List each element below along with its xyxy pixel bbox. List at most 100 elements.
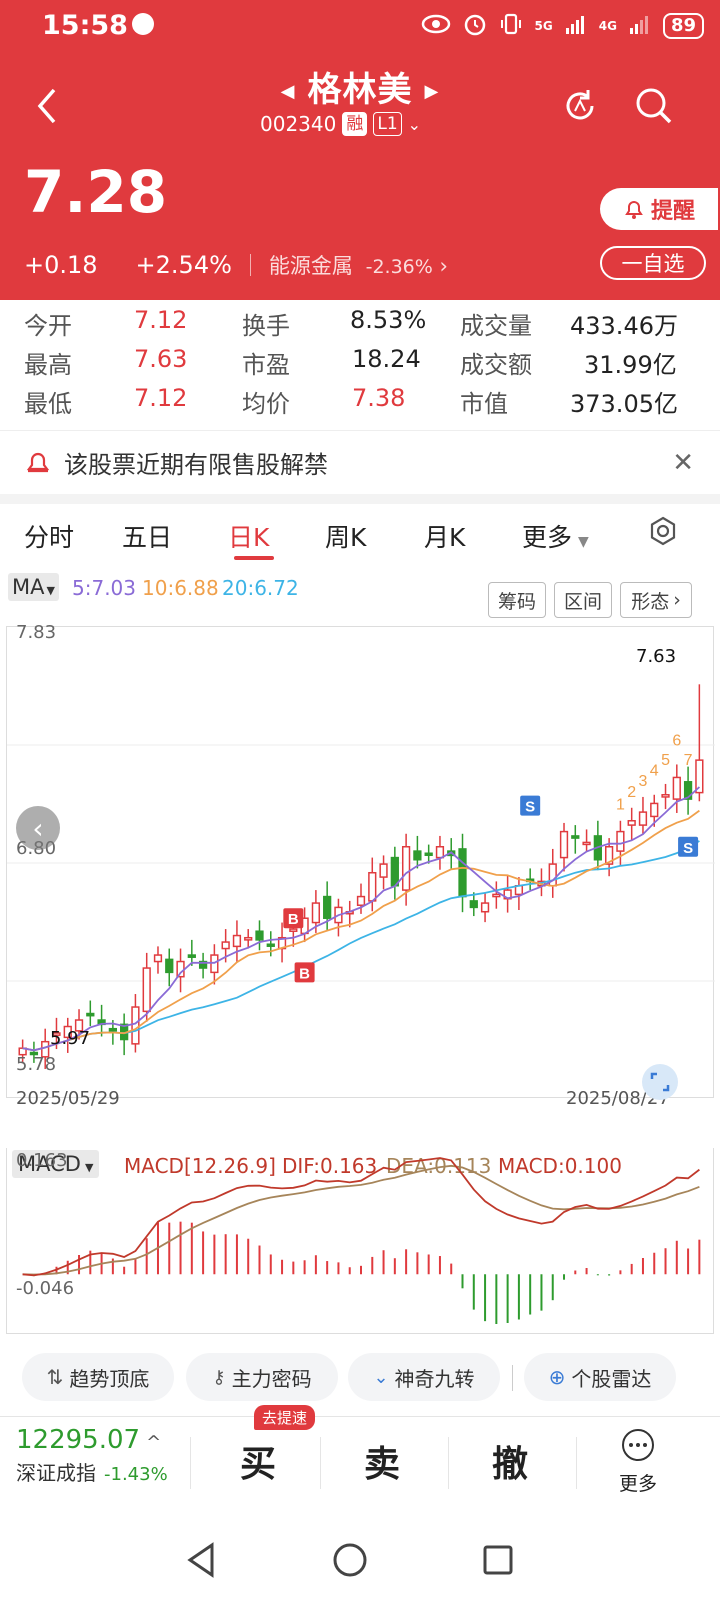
- low-label: 最低: [24, 390, 72, 418]
- candle-body: [582, 841, 591, 846]
- candle-body: [108, 1027, 118, 1032]
- quote-stats: 今开 7.12 最高 7.63 最低 7.12 换手 8.53% 市盈 18.2…: [0, 300, 720, 430]
- nav-back-icon[interactable]: [184, 1542, 218, 1578]
- tab-intraday[interactable]: 分时: [24, 523, 75, 552]
- nav-home-icon[interactable]: [332, 1542, 368, 1578]
- ma-legend: MA ▼ 5:7.03 10:6.88 20:6.72: [0, 568, 720, 608]
- candle-body: [695, 759, 704, 794]
- macd-chart[interactable]: [6, 1148, 714, 1334]
- search-button[interactable]: [632, 84, 676, 128]
- chart-settings-button[interactable]: [648, 516, 678, 552]
- scroll-left-button[interactable]: ‹: [16, 806, 60, 850]
- main-force-code-label: 主力密码: [231, 1366, 312, 1391]
- nine-turn-label: 4: [650, 762, 659, 779]
- trade-bar: 12295.07 ^ 深证成指 -1.43% 去提速 买 卖 撤 更多: [0, 1405, 720, 1516]
- refresh-button[interactable]: [558, 84, 602, 128]
- candle-body: [390, 856, 399, 887]
- candle-body: [86, 1012, 95, 1017]
- unlock-notice[interactable]: 该股票近期有限售股解禁 ✕: [0, 430, 720, 494]
- chevron-down-icon[interactable]: ⌄: [407, 114, 422, 134]
- candle-body: [458, 848, 467, 898]
- tab-more[interactable]: 更多 ▼: [522, 518, 589, 554]
- trend-top-bottom-button[interactable]: ⇅ 趋势顶底: [22, 1353, 174, 1401]
- y-max-label: 7.83: [16, 622, 57, 643]
- vibrate-icon: [499, 12, 523, 41]
- candle-body: [435, 846, 445, 859]
- more-label: 更多: [618, 1473, 657, 1495]
- next-stock-icon[interactable]: ▶: [424, 81, 440, 102]
- sell-button[interactable]: 卖: [363, 1444, 400, 1485]
- candle-body: [492, 893, 501, 898]
- signal-marker-label: B: [299, 965, 310, 982]
- level-tag: L1: [373, 112, 402, 136]
- chevron-left-icon: [37, 88, 56, 124]
- sector-link[interactable]: 能源金属 -2.36% ›: [269, 250, 448, 280]
- macd-bottom-label: -0.046: [16, 1278, 75, 1299]
- chevron-left-icon: ‹: [32, 811, 44, 845]
- stock-switcher[interactable]: ◀ 格林美 ▶: [269, 70, 452, 110]
- nine-turn-label: 5: [661, 752, 670, 769]
- pe-label: 市盈: [242, 351, 290, 379]
- chevron-up-icon: ^: [146, 1432, 162, 1453]
- signal-marker: [678, 836, 699, 857]
- fullscreen-button[interactable]: [642, 1064, 678, 1100]
- low-value: 7.12: [134, 384, 188, 412]
- candle-body: [198, 960, 208, 969]
- chip-distribution-button[interactable]: 筹码: [488, 582, 546, 618]
- tab-weekly-k[interactable]: 周K: [325, 523, 367, 552]
- nav-recents-icon[interactable]: [482, 1544, 514, 1576]
- ma-selector[interactable]: MA ▼: [8, 573, 59, 601]
- candle-body: [323, 895, 332, 919]
- candle-body: [379, 863, 388, 878]
- candle-body: [559, 830, 569, 859]
- mcap-value: 373.05亿: [570, 390, 678, 418]
- sector-name: 能源金属: [268, 254, 353, 278]
- range-button[interactable]: 区间: [554, 582, 612, 618]
- fast-trade-badge[interactable]: 去提速: [254, 1405, 316, 1430]
- gear-icon: [650, 516, 676, 546]
- magic-nine-button[interactable]: ⌄ 神奇九转: [348, 1353, 500, 1401]
- max-price-label: 7.63: [636, 646, 677, 667]
- nine-turn-label: 6: [672, 732, 681, 749]
- trend-top-bottom-label: 趋势顶底: [69, 1366, 150, 1391]
- period-tabs: 分时 五日 日K 周K 月K 更多 ▼: [0, 504, 720, 566]
- candle-body: [401, 846, 411, 891]
- chevron-right-icon: ›: [673, 589, 681, 611]
- cancel-order-button[interactable]: 撤: [491, 1444, 528, 1485]
- buy-button[interactable]: 买: [239, 1444, 276, 1485]
- signal-marker: [520, 795, 541, 816]
- tab-monthly-k[interactable]: 月K: [424, 523, 466, 552]
- main-force-code-button[interactable]: ⚷ 主力密码: [186, 1353, 338, 1401]
- volume-label: 成交量: [460, 312, 532, 340]
- watchlist-button[interactable]: 一自选: [600, 246, 706, 280]
- macd-selector[interactable]: MACD ▼: [12, 1150, 100, 1178]
- stock-radar-button[interactable]: ⊕ 个股雷达: [524, 1353, 676, 1401]
- remind-button[interactable]: 提醒: [600, 188, 718, 230]
- candle-body: [413, 850, 422, 861]
- more-button[interactable]: 更多: [606, 1427, 670, 1496]
- macd-label: MACD: [18, 1152, 81, 1176]
- more-dots-icon: [622, 1429, 654, 1461]
- tab-daily-k[interactable]: 日K: [228, 523, 270, 552]
- active-tab-indicator: [234, 556, 274, 560]
- bell-icon: [26, 452, 50, 472]
- dif-line: [22, 1157, 700, 1277]
- stock-header: 15:58 5G 4G 89 ◀ 格林美 ▶: [0, 0, 720, 300]
- caret-down-icon: ▼: [84, 1161, 94, 1174]
- caret-down-icon: ▼: [46, 584, 55, 597]
- candle-body: [176, 960, 185, 978]
- status-bar: 15:58 5G 4G 89: [0, 0, 720, 54]
- back-button[interactable]: [32, 86, 62, 126]
- index-pct: -1.43%: [104, 1464, 168, 1485]
- tab-5day[interactable]: 五日: [122, 523, 173, 552]
- pattern-button[interactable]: 形态 ›: [620, 582, 692, 618]
- signal-marker: [283, 908, 304, 929]
- signal-marker: [294, 962, 315, 983]
- index-ticker[interactable]: 12295.07 ^ 深证成指 -1.43%: [16, 1425, 168, 1486]
- y-min-label: 5.78: [16, 1054, 57, 1075]
- eye-icon: [421, 14, 451, 39]
- prev-stock-icon[interactable]: ◀: [280, 81, 296, 102]
- candle-body: [244, 936, 253, 941]
- close-icon[interactable]: ✕: [672, 447, 694, 478]
